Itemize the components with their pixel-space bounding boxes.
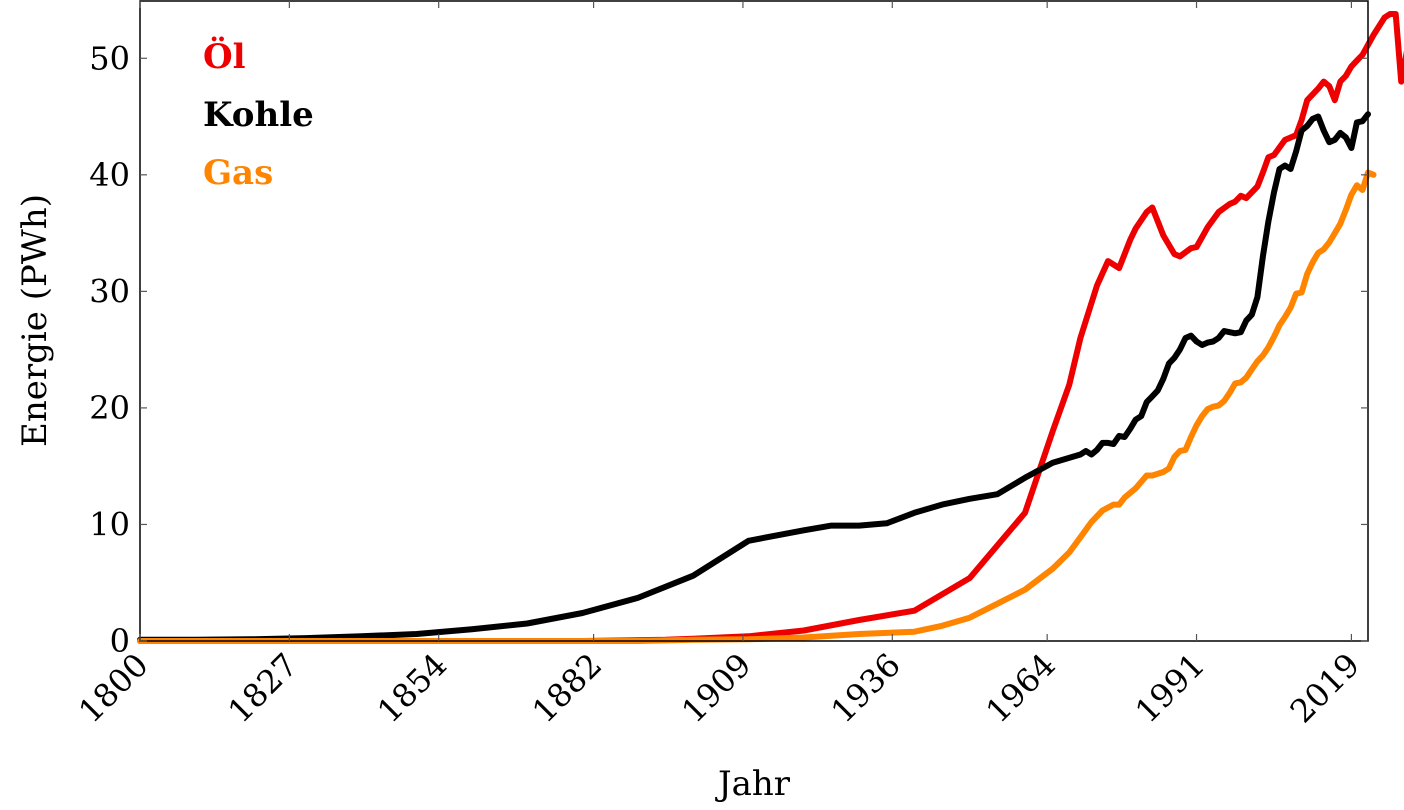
- y-tick-label: 20: [89, 389, 130, 427]
- x-tick-label: 1936: [823, 646, 907, 730]
- x-tick-label: 1827: [221, 646, 305, 730]
- plot-frame: [139, 0, 1369, 642]
- x-tick-label: 1991: [1128, 646, 1212, 730]
- series-layer: [137, 11, 1404, 644]
- legend-entry-2: Gas: [203, 153, 273, 193]
- x-axis-label: Jahr: [715, 764, 791, 804]
- x-tick-label: 1882: [525, 646, 609, 730]
- tick-labels: 1800 1827 1854 1882 1909 1936 1964 1991 20190102…: [71, 39, 1367, 730]
- x-tick-label: 2019: [1283, 646, 1367, 730]
- ticks-layer: [139, 1, 1368, 642]
- y-tick-label: 30: [89, 272, 130, 310]
- legend-entry-0: Öl: [203, 36, 246, 77]
- x-tick-label: 1964: [978, 646, 1062, 730]
- y-tick-label: 0: [110, 622, 130, 660]
- y-tick-label: 10: [89, 505, 130, 543]
- legend-entry-1: Kohle: [203, 95, 314, 135]
- y-axis-label: Energie (PWh): [15, 194, 55, 447]
- x-tick-label: 1854: [370, 646, 454, 730]
- x-tick-label: 1909: [674, 646, 758, 730]
- y-tick-label: 40: [89, 156, 130, 194]
- series-line-0: [137, 11, 1404, 644]
- legend: Öl Kohle Gas: [203, 36, 314, 193]
- y-tick-label: 50: [89, 39, 130, 77]
- series-line-2: [137, 169, 1377, 644]
- series-line-1: [137, 111, 1371, 643]
